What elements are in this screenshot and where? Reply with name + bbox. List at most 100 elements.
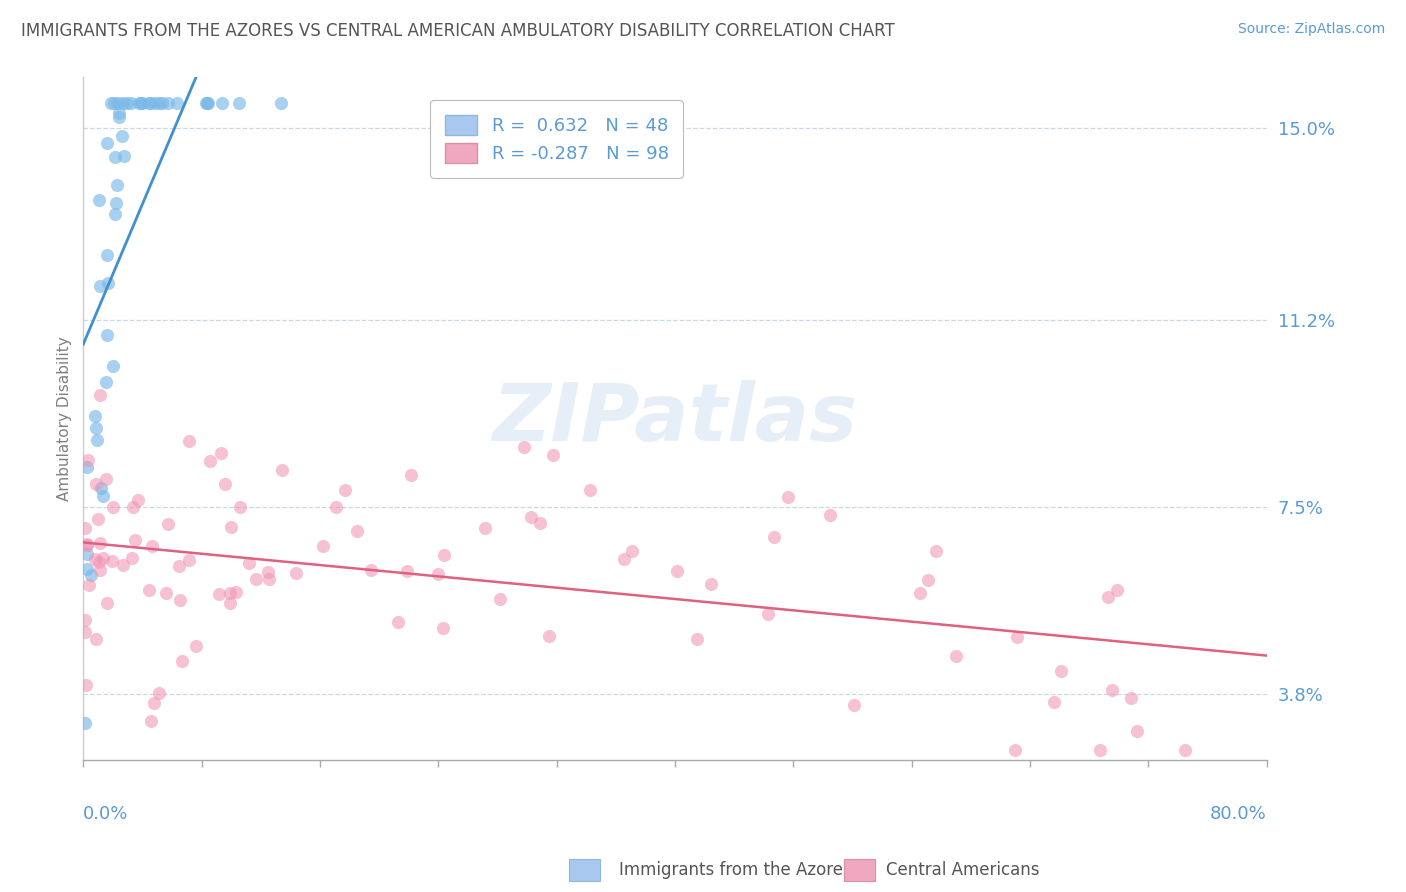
Point xyxy=(257,572,280,586)
Point xyxy=(167,559,190,574)
Point xyxy=(101,500,124,515)
Point xyxy=(489,592,512,607)
Point xyxy=(143,696,166,710)
Point xyxy=(112,558,135,572)
Point xyxy=(73,624,96,639)
Point xyxy=(432,621,454,635)
Point xyxy=(120,95,142,110)
Point xyxy=(89,535,111,549)
Point xyxy=(84,632,107,646)
Point xyxy=(218,596,240,610)
Point xyxy=(778,490,800,504)
Point xyxy=(112,95,135,110)
Point xyxy=(121,500,143,514)
Point xyxy=(179,553,201,567)
Point xyxy=(207,587,229,601)
Point xyxy=(925,544,948,558)
Point xyxy=(75,613,97,627)
Point xyxy=(90,481,112,495)
Point xyxy=(89,563,111,577)
Point xyxy=(312,539,335,553)
Point xyxy=(96,136,118,150)
Point xyxy=(474,521,496,535)
Point xyxy=(910,585,932,599)
Point xyxy=(76,562,98,576)
Point xyxy=(138,582,160,597)
Point xyxy=(108,105,131,120)
Point xyxy=(214,476,236,491)
Point xyxy=(820,508,842,523)
Point xyxy=(157,517,180,532)
Point xyxy=(138,95,160,110)
Point xyxy=(209,446,232,460)
Point xyxy=(148,95,170,110)
Point xyxy=(543,448,565,462)
Point xyxy=(150,95,173,110)
Point xyxy=(621,543,644,558)
Point xyxy=(89,555,111,569)
Text: IMMIGRANTS FROM THE AZORES VS CENTRAL AMERICAN AMBULATORY DISABILITY CORRELATION: IMMIGRANTS FROM THE AZORES VS CENTRAL AM… xyxy=(21,22,894,40)
Point xyxy=(170,654,193,668)
Point xyxy=(89,279,111,293)
Point xyxy=(94,375,117,389)
Point xyxy=(101,359,124,373)
Point xyxy=(166,95,188,110)
Point xyxy=(131,95,153,110)
Point xyxy=(945,649,967,664)
Point xyxy=(103,149,125,163)
Point xyxy=(270,95,292,110)
Point xyxy=(89,388,111,402)
Legend: R =  0.632   N = 48, R = -0.287   N = 98: R = 0.632 N = 48, R = -0.287 N = 98 xyxy=(430,100,683,178)
Text: 0.0%: 0.0% xyxy=(83,805,129,823)
Point xyxy=(96,248,118,262)
Point xyxy=(155,585,177,599)
Point xyxy=(520,509,543,524)
Point xyxy=(1174,742,1197,756)
Point xyxy=(387,615,409,630)
Point xyxy=(114,149,136,163)
Point xyxy=(399,468,422,483)
Point xyxy=(86,512,108,526)
Point xyxy=(396,564,419,578)
Point xyxy=(77,453,100,467)
Point xyxy=(285,566,308,580)
Point xyxy=(427,566,450,581)
Point xyxy=(96,328,118,343)
Point xyxy=(84,551,107,566)
Point xyxy=(94,472,117,486)
Point xyxy=(218,586,240,600)
Point xyxy=(1049,664,1071,678)
Point xyxy=(613,552,636,566)
Point xyxy=(105,178,128,193)
Point xyxy=(77,578,100,592)
Text: Source: ZipAtlas.com: Source: ZipAtlas.com xyxy=(1237,22,1385,37)
Point xyxy=(1043,695,1066,709)
Point xyxy=(108,110,131,124)
Point xyxy=(148,686,170,700)
Point xyxy=(665,564,688,578)
Point xyxy=(184,639,207,653)
Point xyxy=(325,500,347,514)
Point xyxy=(271,463,294,477)
Point xyxy=(1121,690,1143,705)
Point xyxy=(225,585,247,599)
Point xyxy=(537,630,560,644)
Point xyxy=(96,596,118,610)
Point xyxy=(1004,742,1026,756)
Point xyxy=(842,698,865,713)
Point xyxy=(197,95,219,110)
Point xyxy=(1005,631,1028,645)
Text: 80.0%: 80.0% xyxy=(1209,805,1267,823)
Point xyxy=(1126,723,1149,738)
Point xyxy=(103,95,125,110)
Point xyxy=(198,453,221,467)
Point xyxy=(433,548,456,562)
Point xyxy=(100,95,122,110)
Point xyxy=(80,567,103,582)
Point xyxy=(194,95,217,110)
Point xyxy=(91,550,114,565)
Point xyxy=(89,193,111,207)
Point xyxy=(346,524,368,538)
Text: Central Americans: Central Americans xyxy=(886,861,1039,879)
Point xyxy=(84,477,107,491)
